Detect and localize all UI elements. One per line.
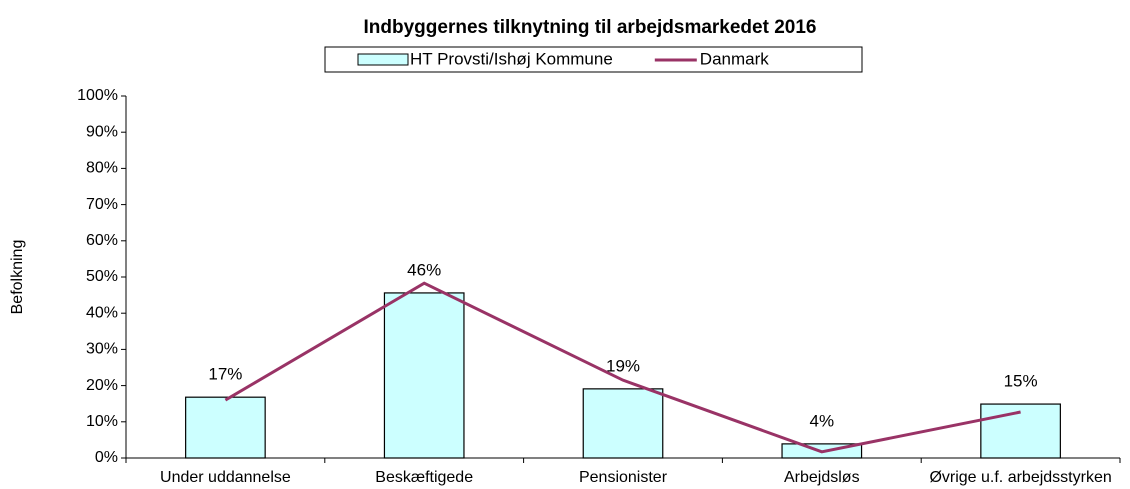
y-tick-label: 30% bbox=[86, 341, 118, 358]
bar bbox=[185, 396, 266, 459]
legend-label: Danmark bbox=[700, 49, 769, 68]
chart-title: Indbyggernes tilknytning til arbejdsmark… bbox=[364, 17, 817, 38]
y-tick-label: 40% bbox=[86, 304, 118, 321]
y-tick-label: 90% bbox=[86, 123, 118, 140]
y-tick-label: 20% bbox=[86, 377, 118, 394]
data-label: 19% bbox=[606, 356, 640, 375]
y-tick-label: 10% bbox=[86, 413, 118, 430]
legend-label: HT Provsti/Ishøj Kommune bbox=[410, 49, 613, 68]
x-tick-label: Under uddannelse bbox=[160, 469, 291, 486]
legend-box bbox=[324, 46, 863, 73]
y-tick-label: 70% bbox=[86, 196, 118, 213]
y-tick-label: 50% bbox=[86, 268, 118, 285]
x-tick-label: Arbejdsløs bbox=[784, 469, 860, 486]
y-tick-label: 60% bbox=[86, 232, 118, 249]
x-tick-label: Beskæftigede bbox=[375, 469, 473, 486]
bar bbox=[383, 292, 465, 459]
y-axis-label: Befolkning bbox=[9, 240, 26, 315]
x-tick-label: Pensionister bbox=[579, 469, 668, 486]
y-tick-label: 100% bbox=[77, 87, 118, 104]
line bbox=[224, 281, 1021, 454]
y-tick-label: 0% bbox=[95, 449, 118, 466]
y-tick-label: 80% bbox=[86, 160, 118, 177]
legend-swatch bbox=[357, 53, 409, 66]
data-label: 15% bbox=[1004, 372, 1038, 391]
data-label: 46% bbox=[407, 260, 441, 279]
data-label: 17% bbox=[208, 365, 242, 384]
bar bbox=[582, 388, 664, 459]
x-tick-label: Øvrige u.f. arbejdsstyrken bbox=[929, 469, 1111, 486]
data-label: 4% bbox=[810, 411, 835, 430]
